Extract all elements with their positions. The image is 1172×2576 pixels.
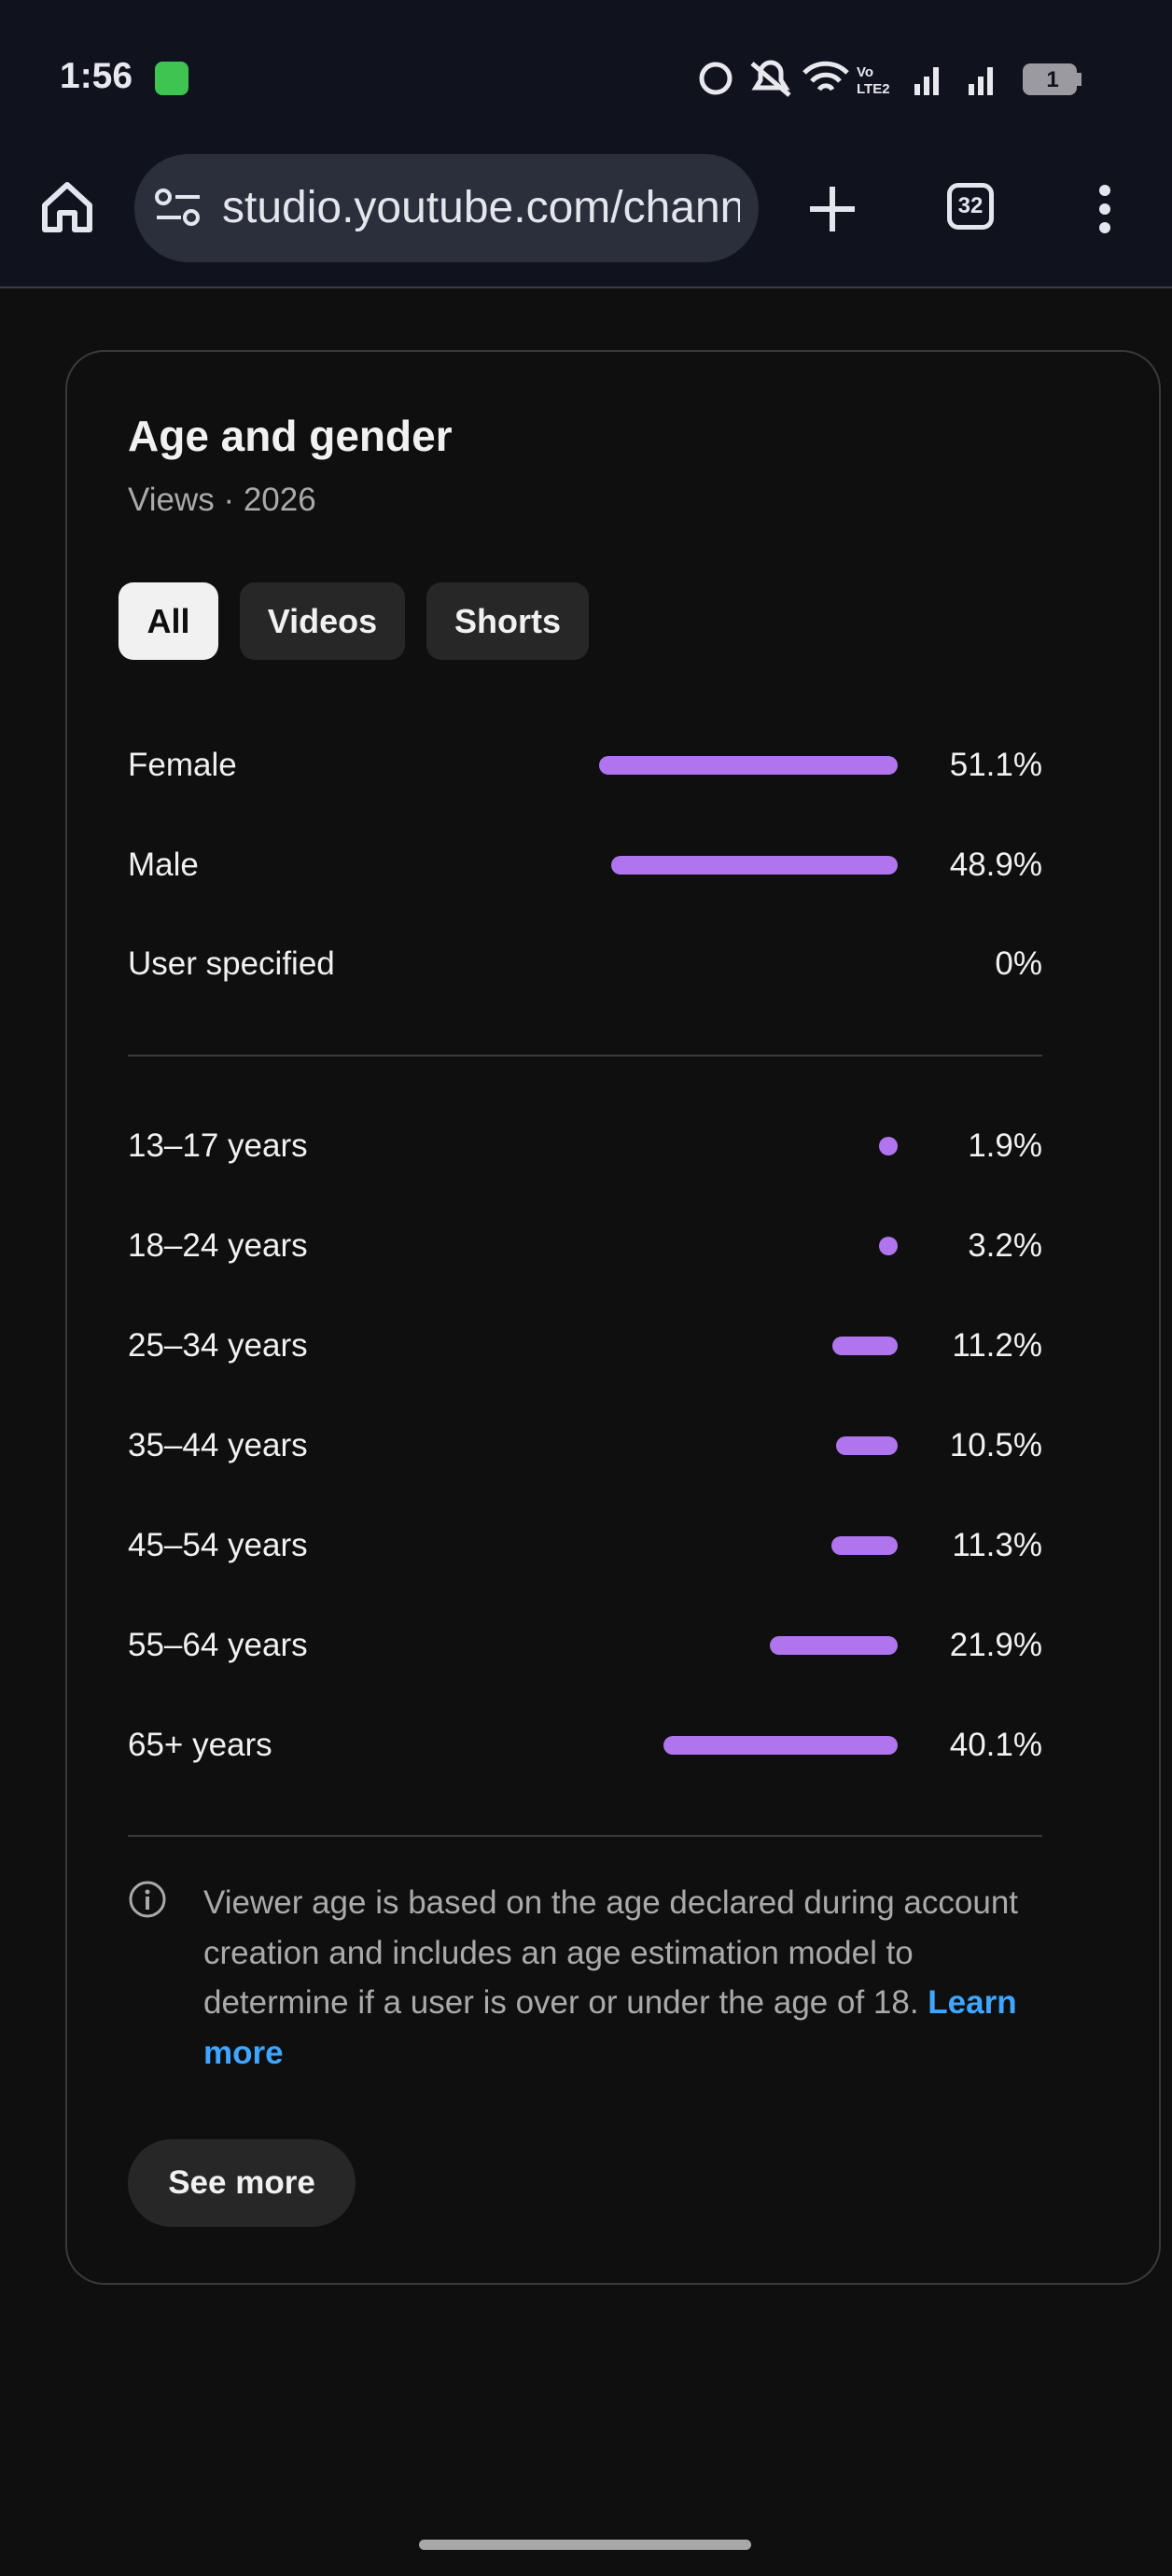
note-text: Viewer age is based on the age declared … bbox=[203, 1884, 1019, 2021]
site-settings-icon[interactable] bbox=[155, 188, 202, 229]
home-button[interactable] bbox=[37, 177, 97, 237]
row-label: 13–17 years bbox=[128, 1127, 308, 1164]
menu-button[interactable] bbox=[1092, 183, 1118, 235]
row-label: Male bbox=[128, 846, 199, 883]
status-icons: Vo LTE2 1 bbox=[699, 60, 1081, 97]
row-value: 51.1% bbox=[949, 747, 1042, 783]
bar bbox=[878, 1237, 898, 1255]
notification-icon bbox=[155, 62, 188, 95]
see-more-button[interactable]: See more bbox=[128, 2139, 356, 2227]
row-label: 55–64 years bbox=[128, 1627, 308, 1663]
info-icon bbox=[129, 1881, 166, 1918]
bar bbox=[611, 855, 898, 875]
row-value: 11.3% bbox=[952, 1527, 1042, 1563]
row-value: 10.5% bbox=[949, 1427, 1042, 1463]
card-subtitle: Views · 2026 bbox=[128, 482, 316, 518]
row-label: 45–54 years bbox=[128, 1527, 308, 1563]
bar bbox=[663, 1736, 898, 1755]
home-indicator bbox=[419, 2540, 751, 2550]
row-value: 40.1% bbox=[949, 1727, 1042, 1763]
bar bbox=[879, 1137, 898, 1155]
card bbox=[65, 350, 1161, 2285]
address-bar[interactable]: studio.youtube.com/chann bbox=[134, 154, 759, 262]
row-label: Female bbox=[128, 747, 237, 783]
row-value: 48.9% bbox=[949, 846, 1042, 883]
browser-chrome: 1:56 Vo LTE2 1 studio.youtube.com/chann … bbox=[0, 0, 1172, 288]
learn-more-link[interactable]: Learn more bbox=[203, 1984, 1017, 2071]
note: Viewer age is based on the age declared … bbox=[203, 1878, 1043, 2078]
tab[interactable]: Shorts bbox=[426, 582, 589, 660]
bar bbox=[598, 756, 898, 775]
row-value: 1.9% bbox=[968, 1127, 1042, 1164]
row-label: 25–34 years bbox=[128, 1327, 308, 1364]
row-value: 0% bbox=[995, 945, 1042, 982]
svg-text:LTE2: LTE2 bbox=[857, 81, 890, 97]
bar bbox=[769, 1636, 898, 1655]
battery-level: 1 bbox=[1046, 67, 1058, 92]
tab[interactable]: All bbox=[119, 582, 218, 660]
status-time: 1:56 bbox=[60, 56, 133, 96]
card-title: Age and gender bbox=[128, 412, 453, 460]
bar bbox=[831, 1337, 898, 1355]
svg-text:Vo: Vo bbox=[857, 64, 873, 80]
row-value: 11.2% bbox=[952, 1327, 1042, 1364]
bar bbox=[836, 1436, 898, 1455]
divider bbox=[128, 1055, 1042, 1057]
tab[interactable]: Videos bbox=[240, 582, 405, 660]
tab-switcher[interactable]: 32 bbox=[947, 183, 994, 230]
divider bbox=[128, 1835, 1042, 1837]
bar bbox=[831, 1536, 898, 1555]
row-label: 65+ years bbox=[128, 1727, 272, 1763]
row-label: 18–24 years bbox=[128, 1227, 308, 1264]
new-tab-button[interactable] bbox=[806, 183, 858, 235]
row-value: 3.2% bbox=[968, 1227, 1042, 1264]
url-text: studio.youtube.com/chann bbox=[222, 184, 740, 232]
row-value: 21.9% bbox=[949, 1627, 1042, 1663]
row-label: User specified bbox=[128, 945, 335, 982]
row-label: 35–44 years bbox=[128, 1427, 308, 1463]
